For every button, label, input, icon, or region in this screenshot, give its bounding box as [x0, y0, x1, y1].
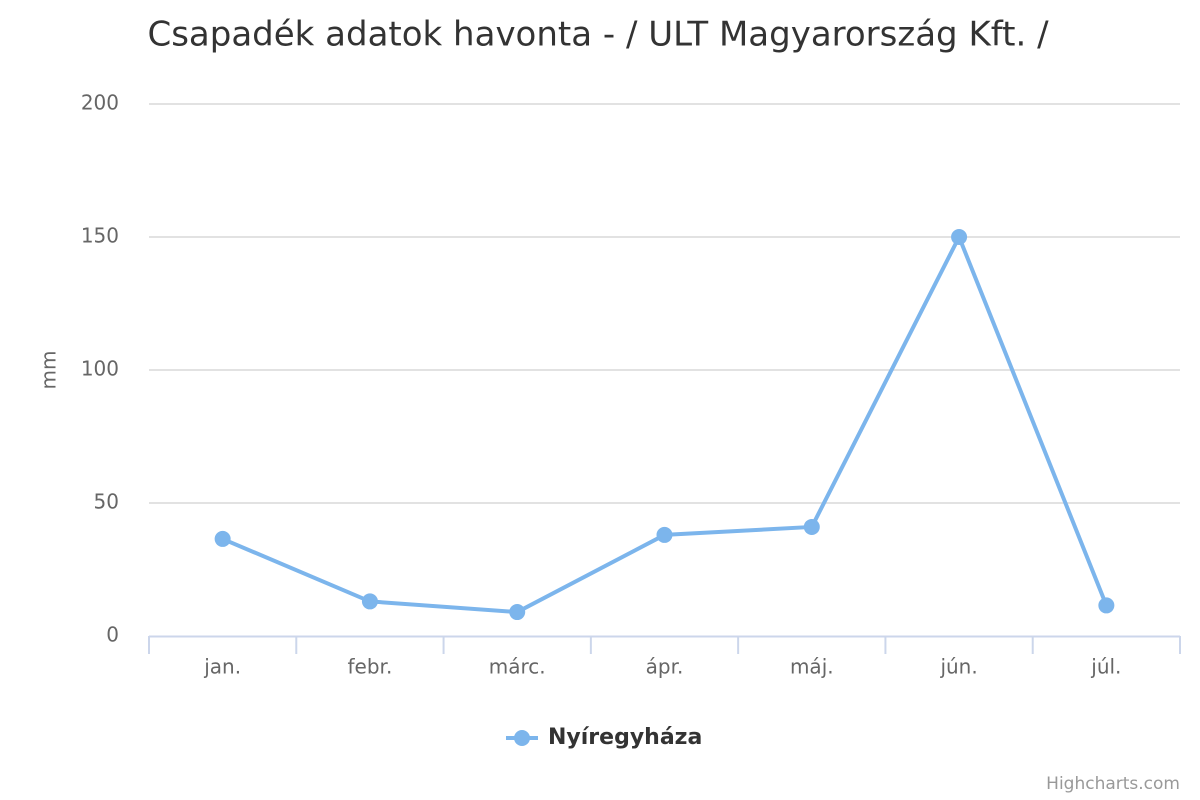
y-tick-label: 100 [81, 357, 119, 381]
legend-item[interactable]: Nyíregyháza [506, 725, 702, 750]
data-point [214, 530, 231, 547]
data-point [509, 604, 526, 621]
data-point [656, 526, 673, 543]
x-tick-label: jan. [203, 655, 241, 679]
legend-symbol [514, 730, 530, 746]
y-tick-label: 50 [94, 490, 119, 514]
legend-label: Nyíregyháza [548, 725, 702, 750]
chart-title: Csapadék adatok havonta - / ULT Magyaror… [147, 15, 1049, 55]
x-tick-label: ápr. [646, 655, 684, 679]
y-axis-title: mm [37, 351, 61, 390]
y-tick-label: 200 [81, 91, 119, 115]
data-point [951, 229, 968, 245]
x-tick-label: júl. [1090, 655, 1121, 679]
data-point [361, 593, 378, 610]
data-point [1098, 597, 1115, 614]
x-tick-label: márc. [489, 655, 546, 679]
credits: Highcharts.com [1046, 774, 1180, 794]
y-tick-label: 150 [81, 224, 119, 248]
data-point [803, 518, 820, 535]
x-tick-label: máj. [790, 655, 834, 679]
y-tick-label: 0 [106, 623, 119, 647]
x-tick-label: febr. [348, 655, 393, 679]
x-tick-label: jún. [939, 655, 977, 679]
series-line [221, 235, 1109, 615]
